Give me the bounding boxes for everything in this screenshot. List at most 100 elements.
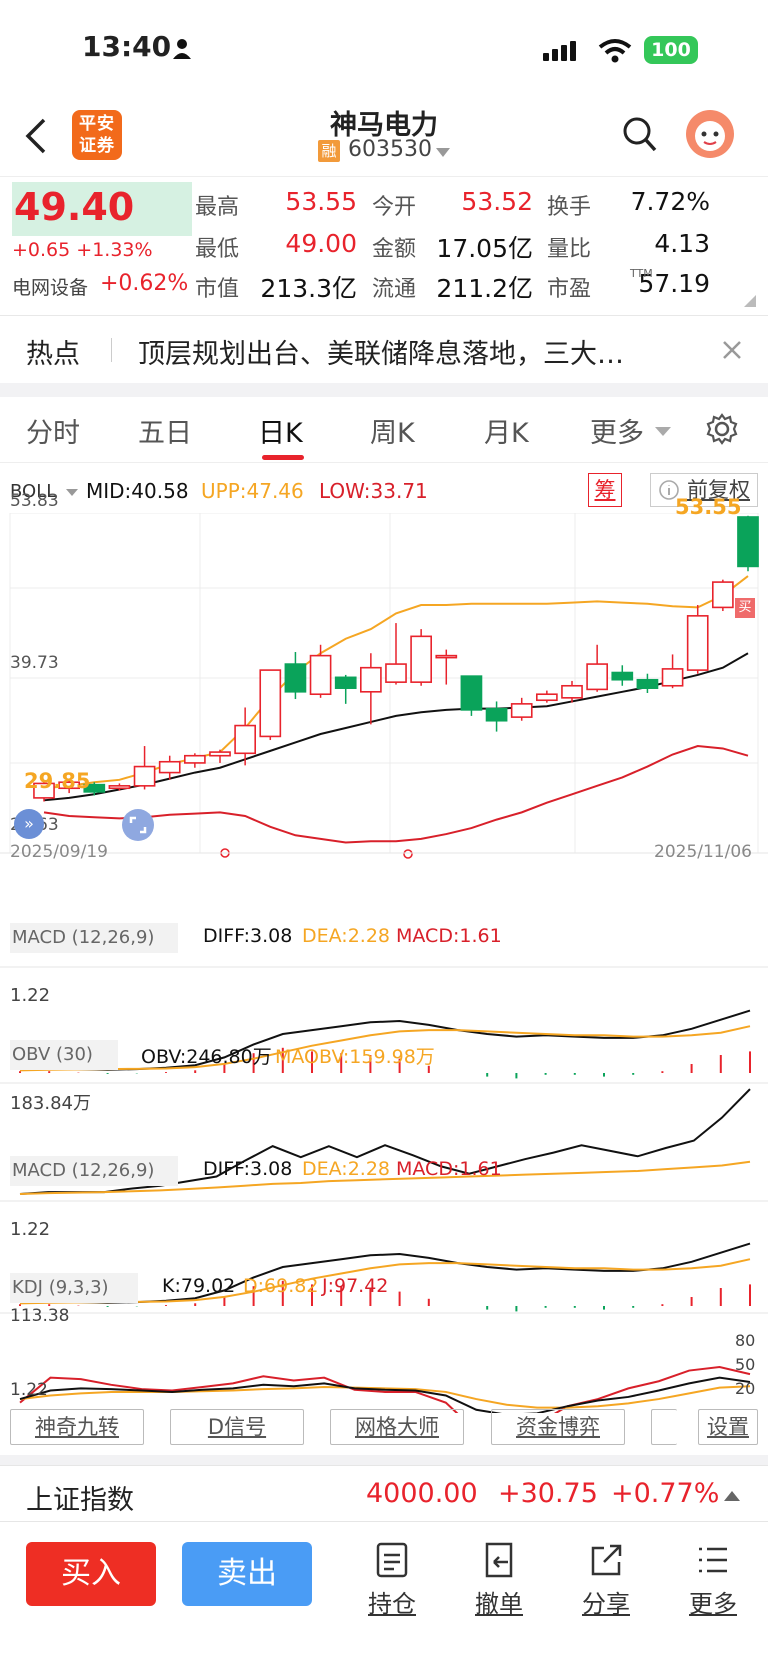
candle-body [58, 781, 80, 790]
boll-name[interactable]: BOLL [10, 481, 57, 502]
y-axis-mid: 39.73 [10, 653, 59, 673]
candle-body [234, 724, 256, 755]
expand-left-icon[interactable]: » [14, 809, 44, 839]
macd2-selector[interactable] [10, 1156, 178, 1186]
macd2-name: MACD (12,26,9) [12, 1160, 155, 1181]
macd1-selector[interactable] [10, 923, 178, 953]
kdj-name: KDJ (9,3,3) [12, 1277, 109, 1298]
quote-label: 最低 [195, 237, 240, 262]
kdj-k: K:79.02 [162, 1275, 236, 1297]
caret-down-icon[interactable] [436, 148, 450, 158]
macd1-value: MACD:1.61 [396, 925, 502, 947]
tab-week-k[interactable]: 周K [370, 418, 415, 449]
chart-area[interactable]: BOLL MID:40.58 UPP:47.46 LOW:33.71 筹 前复权… [0, 463, 768, 1463]
broker-logo[interactable]: 平安证券 [72, 110, 122, 160]
tool-hidden[interactable] [651, 1409, 677, 1445]
kdj-d-line [19, 1385, 751, 1409]
candle-body [83, 783, 106, 793]
candle-body [108, 785, 131, 790]
document-icon [376, 1542, 408, 1578]
obv-line [19, 1088, 751, 1195]
more-label: 更多 [689, 1590, 737, 1618]
maobv-line [19, 1160, 751, 1195]
tool-grid-master[interactable]: 网格大师 [330, 1409, 464, 1445]
section-gap [0, 383, 768, 397]
high-price-marker: 53.55 [675, 495, 742, 519]
kdj-j-line [19, 1365, 751, 1413]
index-name: 上证指数 [26, 1485, 134, 1516]
more-button[interactable]: 更多 [673, 1542, 753, 1619]
cancel-order-button[interactable]: 撤单 [459, 1542, 539, 1619]
kline-chart[interactable] [0, 513, 768, 1413]
tool-settings[interactable]: 设置 [698, 1409, 758, 1445]
tab-day-k[interactable]: 日K [258, 418, 303, 449]
positions-button[interactable]: 持仓 [352, 1542, 432, 1619]
candle-body [435, 654, 458, 659]
quote-value: 57.19 [638, 269, 710, 298]
share-button[interactable]: 分享 [566, 1542, 646, 1619]
adjust-button[interactable]: 前复权 [650, 473, 758, 507]
index-ticker[interactable]: 上证指数 4000.00 +30.75 +0.77% [0, 1465, 768, 1521]
indicator-tools: 神奇九转 D信号 网格大师 资金博弈 设置 [0, 1409, 768, 1455]
index-value: 4000.00 [366, 1478, 478, 1509]
avatar[interactable] [686, 110, 734, 158]
tab-more[interactable]: 更多 [590, 418, 644, 449]
hot-text[interactable]: 顶层规划出台、美联储降息落地，三大… [138, 339, 624, 370]
candle-body [33, 782, 55, 799]
caret-down-icon [655, 427, 671, 436]
kdj-d: D:69.82 [243, 1275, 319, 1297]
sector-name[interactable]: 电网设备 [12, 277, 89, 299]
candle-body [611, 671, 634, 681]
candle-body [485, 707, 508, 722]
kdj-axis-bottom: 1.22 [10, 1380, 48, 1400]
candle-body [711, 581, 734, 609]
boll-mid-line [43, 652, 749, 802]
buy-button[interactable]: 买入 [26, 1542, 156, 1606]
kdj-ref-80: 80 [735, 1331, 756, 1350]
macd1-diff: DIFF:3.08 [203, 925, 293, 947]
kdj-j: J:97.42 [322, 1275, 389, 1297]
share-label: 分享 [582, 1590, 630, 1618]
candle-body [334, 676, 357, 689]
quote-label: 换手 [547, 195, 592, 220]
kdj-k-line [19, 1376, 751, 1413]
quote-value: 53.55 [285, 187, 357, 216]
quote-label: 市盈 [547, 277, 592, 302]
kdj-selector[interactable] [10, 1273, 138, 1303]
kdj-axis-top: 113.38 [10, 1306, 70, 1326]
corner-icon [744, 295, 756, 307]
quote-value: 7.72% [630, 187, 710, 216]
stock-name: 神马电力 [330, 110, 438, 141]
stock-code[interactable]: 603530 [348, 137, 432, 162]
tab-intraday[interactable]: 分时 [26, 418, 80, 449]
tool-nine-turn[interactable]: 神奇九转 [10, 1409, 144, 1445]
index-pct: +0.77% [611, 1478, 720, 1509]
chip-button[interactable]: 筹 [588, 473, 622, 507]
macd-dea-line [19, 1025, 751, 1072]
status-time: 13:40 [82, 30, 172, 63]
battery-icon: 100 [644, 36, 698, 64]
obv-selector[interactable] [10, 1040, 118, 1070]
quote-label: 市值 [195, 277, 240, 302]
obv-axis: 183.84万 [10, 1093, 91, 1114]
obv-panel [19, 1088, 751, 1195]
search-icon[interactable] [622, 116, 658, 154]
tab-month-k[interactable]: 月K [484, 418, 529, 449]
gear-icon[interactable] [706, 413, 738, 445]
candle-body [686, 615, 709, 671]
fullscreen-icon[interactable] [122, 809, 154, 841]
quote-label: 金额 [372, 237, 417, 262]
close-icon[interactable] [722, 340, 742, 360]
candle-body [636, 678, 659, 689]
caret-up-icon[interactable] [724, 1490, 740, 1502]
quote-value: 49.00 [285, 229, 357, 258]
tab-five-day[interactable]: 五日 [138, 418, 192, 449]
tool-fund-game[interactable]: 资金博弈 [491, 1409, 625, 1445]
sell-button[interactable]: 卖出 [182, 1542, 312, 1606]
quote-label: 量比 [547, 237, 592, 262]
hot-news-bar[interactable]: 热点 顶层规划出台、美联储降息落地，三大… [0, 315, 768, 383]
tool-d-signal[interactable]: D信号 [170, 1409, 304, 1445]
macd1-axis: 1.22 [10, 985, 51, 1006]
back-icon[interactable] [24, 118, 48, 154]
date-start: 2025/09/19 [10, 842, 108, 862]
